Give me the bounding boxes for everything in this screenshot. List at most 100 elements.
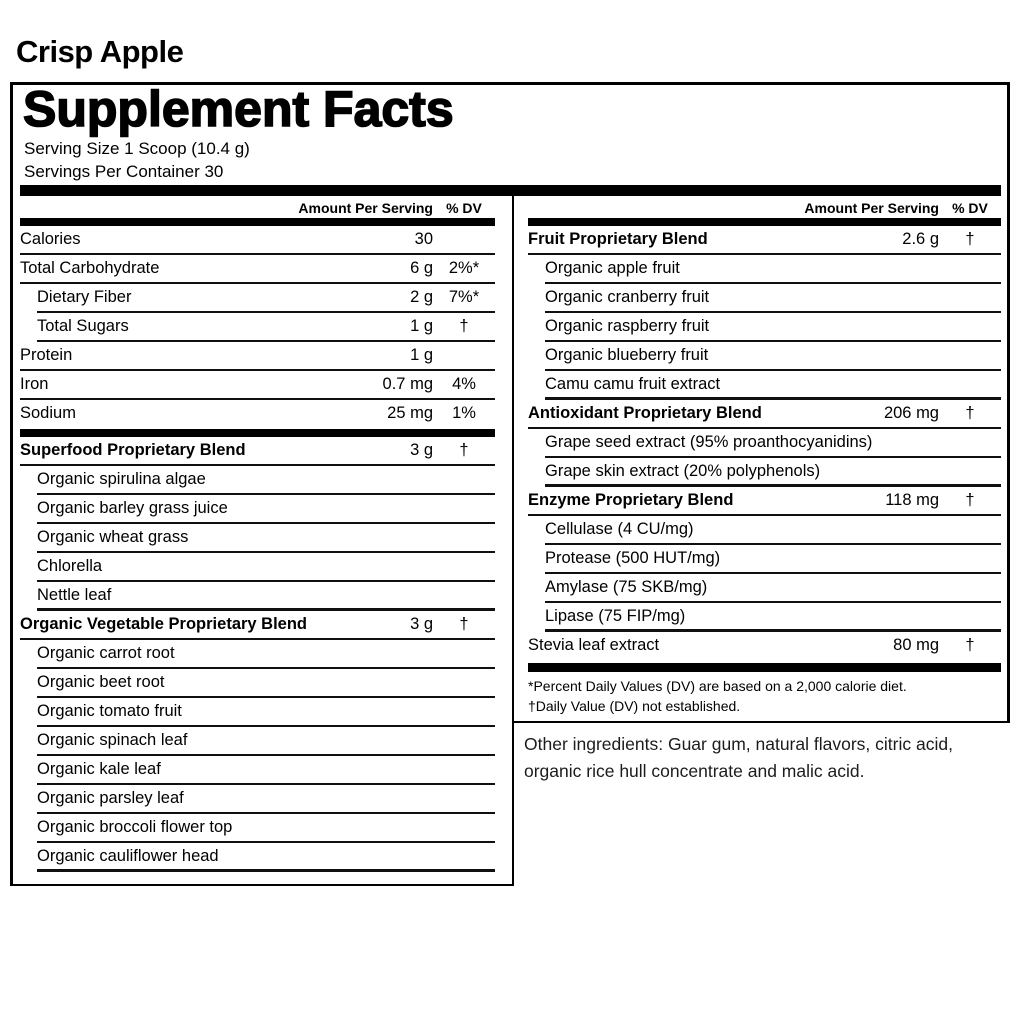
ingredient-row: Organic spirulina algae: [37, 466, 495, 495]
ingredient-name: Organic raspberry fruit: [545, 317, 710, 335]
ingredient-row: Nettle leaf: [37, 582, 495, 611]
ingredient-row: Organic wheat grass: [37, 524, 495, 553]
column-header-row: Amount Per Serving % DV: [528, 196, 1001, 218]
ingredient-name: Grape skin extract (20% polyphenols): [545, 462, 821, 480]
nutrient-dv: 4%: [452, 375, 476, 393]
table-row: Protein 1 g: [20, 342, 495, 371]
header-bar: [20, 218, 495, 226]
section-bar: [20, 429, 495, 437]
footnote-dagger: †Daily Value (DV) not established.: [528, 697, 741, 714]
ingredient-row: Organic broccoli flower top: [37, 814, 495, 843]
ingredient-row: Grape seed extract (95% proanthocyanidin…: [545, 429, 1001, 458]
blend-name: Enzyme Proprietary Blend: [528, 491, 734, 509]
right-column: Amount Per Serving % DV Fruit Proprietar…: [528, 196, 1001, 716]
nutrient-name: Dietary Fiber: [37, 288, 132, 306]
nutrient-dv: †: [459, 317, 469, 335]
nutrient-name: Protein: [20, 346, 73, 364]
ingredient-row: Amylase (75 SKB/mg): [545, 574, 1001, 603]
blend-header-row: Superfood Proprietary Blend 3 g †: [20, 437, 495, 466]
nutrient-dv: [433, 342, 495, 369]
nutrient-name: Total Sugars: [37, 317, 129, 335]
ingredient-name: Organic cranberry fruit: [545, 288, 710, 306]
ingredient-name: Grape seed extract (95% proanthocyanidin…: [545, 433, 873, 451]
left-column: Amount Per Serving % DV Calories 30 Total…: [20, 196, 495, 872]
footnotes: *Percent Daily Values (DV) are based on …: [528, 672, 1001, 716]
ingredient-name: Organic broccoli flower top: [37, 818, 233, 836]
ingredient-row: Organic cranberry fruit: [545, 284, 1001, 313]
blend-name: Antioxidant Proprietary Blend: [528, 404, 762, 422]
ingredient-name: Nettle leaf: [37, 586, 112, 604]
ingredient-row: Organic kale leaf: [37, 756, 495, 785]
ingredient-name: Organic wheat grass: [37, 528, 189, 546]
ingredient-name: Organic apple fruit: [545, 259, 680, 277]
table-row: Stevia leaf extract 80 mg †: [528, 632, 1001, 661]
nutrient-dv: 7%*: [448, 288, 480, 306]
ingredient-name: Organic tomato fruit: [37, 702, 182, 720]
blend-amount: 118 mg: [885, 491, 939, 509]
ingredient-name: Amylase (75 SKB/mg): [545, 578, 708, 596]
ingredient-row: Organic beet root: [37, 669, 495, 698]
ingredient-row: Organic blueberry fruit: [545, 342, 1001, 371]
nutrient-dv: †: [965, 636, 975, 654]
blend-amount: 206 mg: [883, 404, 939, 422]
nutrient-dv: [433, 226, 495, 253]
footnote-bar: [528, 663, 1001, 672]
nutrient-dv: 1%: [452, 404, 476, 422]
ingredient-row: Organic barley grass juice: [37, 495, 495, 524]
ingredient-row: Grape skin extract (20% polyphenols): [545, 458, 1001, 487]
nutrient-amount: 80 mg: [893, 636, 939, 654]
ingredient-name: Organic blueberry fruit: [545, 346, 709, 364]
nutrient-name: Sodium: [20, 404, 76, 422]
flavor-title: Crisp Apple: [16, 34, 184, 69]
table-row: Calories 30: [20, 226, 495, 255]
ingredient-name: Organic parsley leaf: [37, 789, 184, 807]
nutrient-amount: 30: [414, 230, 433, 248]
nutrient-amount: 0.7 mg: [382, 375, 433, 393]
nutrient-dv: 2%*: [448, 259, 480, 277]
blend-dv: †: [459, 441, 469, 459]
panel-border-bottom-left: [10, 883, 514, 886]
header-bar: [528, 218, 1001, 226]
blend-amount: 3 g: [410, 441, 433, 459]
ingredient-row: Organic apple fruit: [545, 255, 1001, 284]
nutrient-amount: 25 mg: [387, 404, 433, 422]
ingredient-name: Organic barley grass juice: [37, 499, 228, 517]
ingredient-row: Camu camu fruit extract: [545, 371, 1001, 400]
table-row: Total Carbohydrate 6 g 2%*: [20, 255, 495, 284]
ingredient-name: Organic beet root: [37, 673, 165, 691]
table-row: Iron 0.7 mg 4%: [20, 371, 495, 400]
blend-header-row: Organic Vegetable Proprietary Blend 3 g †: [20, 611, 495, 640]
ingredient-row: Organic carrot root: [37, 640, 495, 669]
ingredient-name: Chlorella: [37, 557, 103, 575]
table-row: Sodium 25 mg 1%: [20, 400, 495, 429]
blend-amount: 2.6 g: [902, 230, 939, 248]
nutrient-name: Stevia leaf extract: [528, 636, 660, 654]
header-separator-bar: [20, 185, 1001, 196]
panel-title: Supplement Facts: [22, 81, 454, 137]
serving-size: Serving Size 1 Scoop (10.4 g): [24, 139, 250, 158]
ingredient-name: Organic cauliflower head: [37, 847, 219, 865]
panel-border-top: [10, 82, 1010, 85]
blend-name: Organic Vegetable Proprietary Blend: [20, 615, 308, 633]
ingredient-name: Protease (500 HUT/mg): [545, 549, 721, 567]
dv-header: % DV: [952, 200, 988, 216]
footnote-dv: *Percent Daily Values (DV) are based on …: [528, 678, 907, 694]
ingredient-name: Organic kale leaf: [37, 760, 161, 778]
ingredient-row: Organic spinach leaf: [37, 727, 495, 756]
ingredient-row: Cellulase (4 CU/mg): [545, 516, 1001, 545]
nutrient-amount: 2 g: [410, 288, 433, 306]
ingredient-name: Organic spinach leaf: [37, 731, 188, 749]
blend-dv: †: [965, 230, 975, 248]
blend-header-row: Antioxidant Proprietary Blend 206 mg †: [528, 400, 1001, 429]
nutrient-amount: 6 g: [410, 259, 433, 277]
ingredient-row: Organic cauliflower head: [37, 843, 495, 872]
nutrient-amount: 1 g: [410, 317, 433, 335]
ingredient-row: Organic raspberry fruit: [545, 313, 1001, 342]
nutrient-amount: 1 g: [410, 346, 433, 364]
column-header-row: Amount Per Serving % DV: [20, 196, 495, 218]
amount-per-serving-header: Amount Per Serving: [804, 200, 939, 216]
ingredient-row: Organic parsley leaf: [37, 785, 495, 814]
ingredient-name: Lipase (75 FIP/mg): [545, 607, 686, 625]
ingredient-row: Lipase (75 FIP/mg): [545, 603, 1001, 632]
